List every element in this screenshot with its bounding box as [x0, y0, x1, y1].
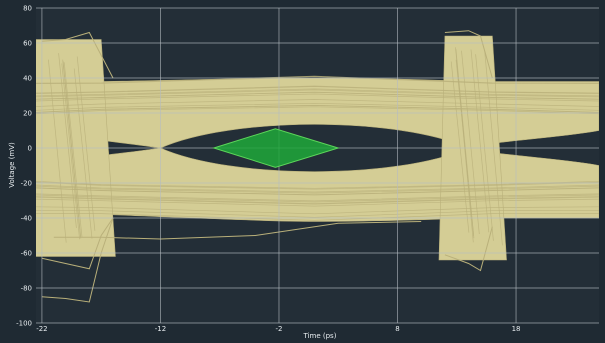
y-tick-label: -40: [21, 215, 32, 223]
texture-trace: [36, 104, 599, 113]
texture-trace: [73, 68, 93, 239]
outlier-trace-6: [444, 226, 493, 272]
y-tick-label: 0: [28, 145, 32, 153]
texture-trace: [63, 62, 83, 238]
x-tick-label: -12: [155, 325, 166, 333]
texture-trace: [36, 88, 599, 97]
grid-layer: [36, 7, 599, 324]
y-tick-label: -20: [21, 180, 32, 188]
texture-trace: [36, 194, 599, 203]
texture-trace: [36, 184, 599, 193]
texture-trace: [36, 91, 599, 100]
texture-trace: [36, 102, 599, 111]
texture-trace: [36, 106, 599, 115]
y-tick-label: -80: [21, 285, 32, 293]
outlier-trace-3: [41, 217, 114, 270]
x-tick-label: -22: [36, 325, 47, 333]
texture-trace: [36, 196, 599, 205]
outlier-trace-5: [444, 30, 493, 79]
texture-trace: [36, 180, 599, 189]
x-tick-label: 8: [395, 325, 399, 333]
texture-trace: [36, 76, 599, 84]
outlier-trace-1: [41, 31, 114, 79]
texture-trace: [36, 196, 599, 204]
outlier-trace-4: [53, 221, 422, 240]
texture-trace: [36, 75, 599, 84]
texture-trace: [61, 63, 80, 240]
texture-trace: [36, 187, 599, 196]
texture-trace: [36, 86, 599, 94]
y-tick-label: 20: [23, 110, 32, 118]
texture-trace: [36, 206, 599, 215]
outlier-trace-2: [41, 217, 114, 303]
texture-trace: [450, 61, 470, 233]
texture-trace: [36, 99, 599, 107]
tick-labels: -22 -12 -2 8 18 80 60 40 20 0 -20 -40 -60 -80 -100: [16, 5, 520, 334]
texture-trace: [36, 89, 599, 98]
texture-trace: [470, 49, 490, 233]
x-tick-label: -2: [275, 325, 282, 333]
eye-mask-diamond: [212, 128, 340, 168]
y-tick-label: 40: [23, 75, 32, 83]
texture-trace: [48, 59, 67, 243]
texture-trace: [36, 185, 599, 194]
texture-trace: [36, 181, 599, 190]
texture-trace: [475, 54, 494, 241]
y-tick-label: 60: [23, 40, 32, 48]
x-axis-label: Time (ps): [303, 332, 337, 340]
texture-trace: [76, 56, 96, 231]
y-tick-label: -100: [16, 320, 32, 328]
texture-trace: [455, 47, 474, 243]
eye-mask-layer: [212, 128, 340, 168]
y-axis-label: Voltage (mV): [8, 142, 16, 188]
x-tick-label: 18: [512, 325, 521, 333]
texture-trace: [36, 193, 599, 202]
texture-trace: [36, 93, 599, 102]
texture-trace: [36, 85, 599, 94]
y-tick-label: -60: [21, 250, 32, 258]
texture-trace: [58, 53, 77, 229]
texture-trace: [36, 198, 599, 207]
texture-trace: [461, 50, 480, 235]
y-tick-label: 80: [23, 5, 32, 13]
